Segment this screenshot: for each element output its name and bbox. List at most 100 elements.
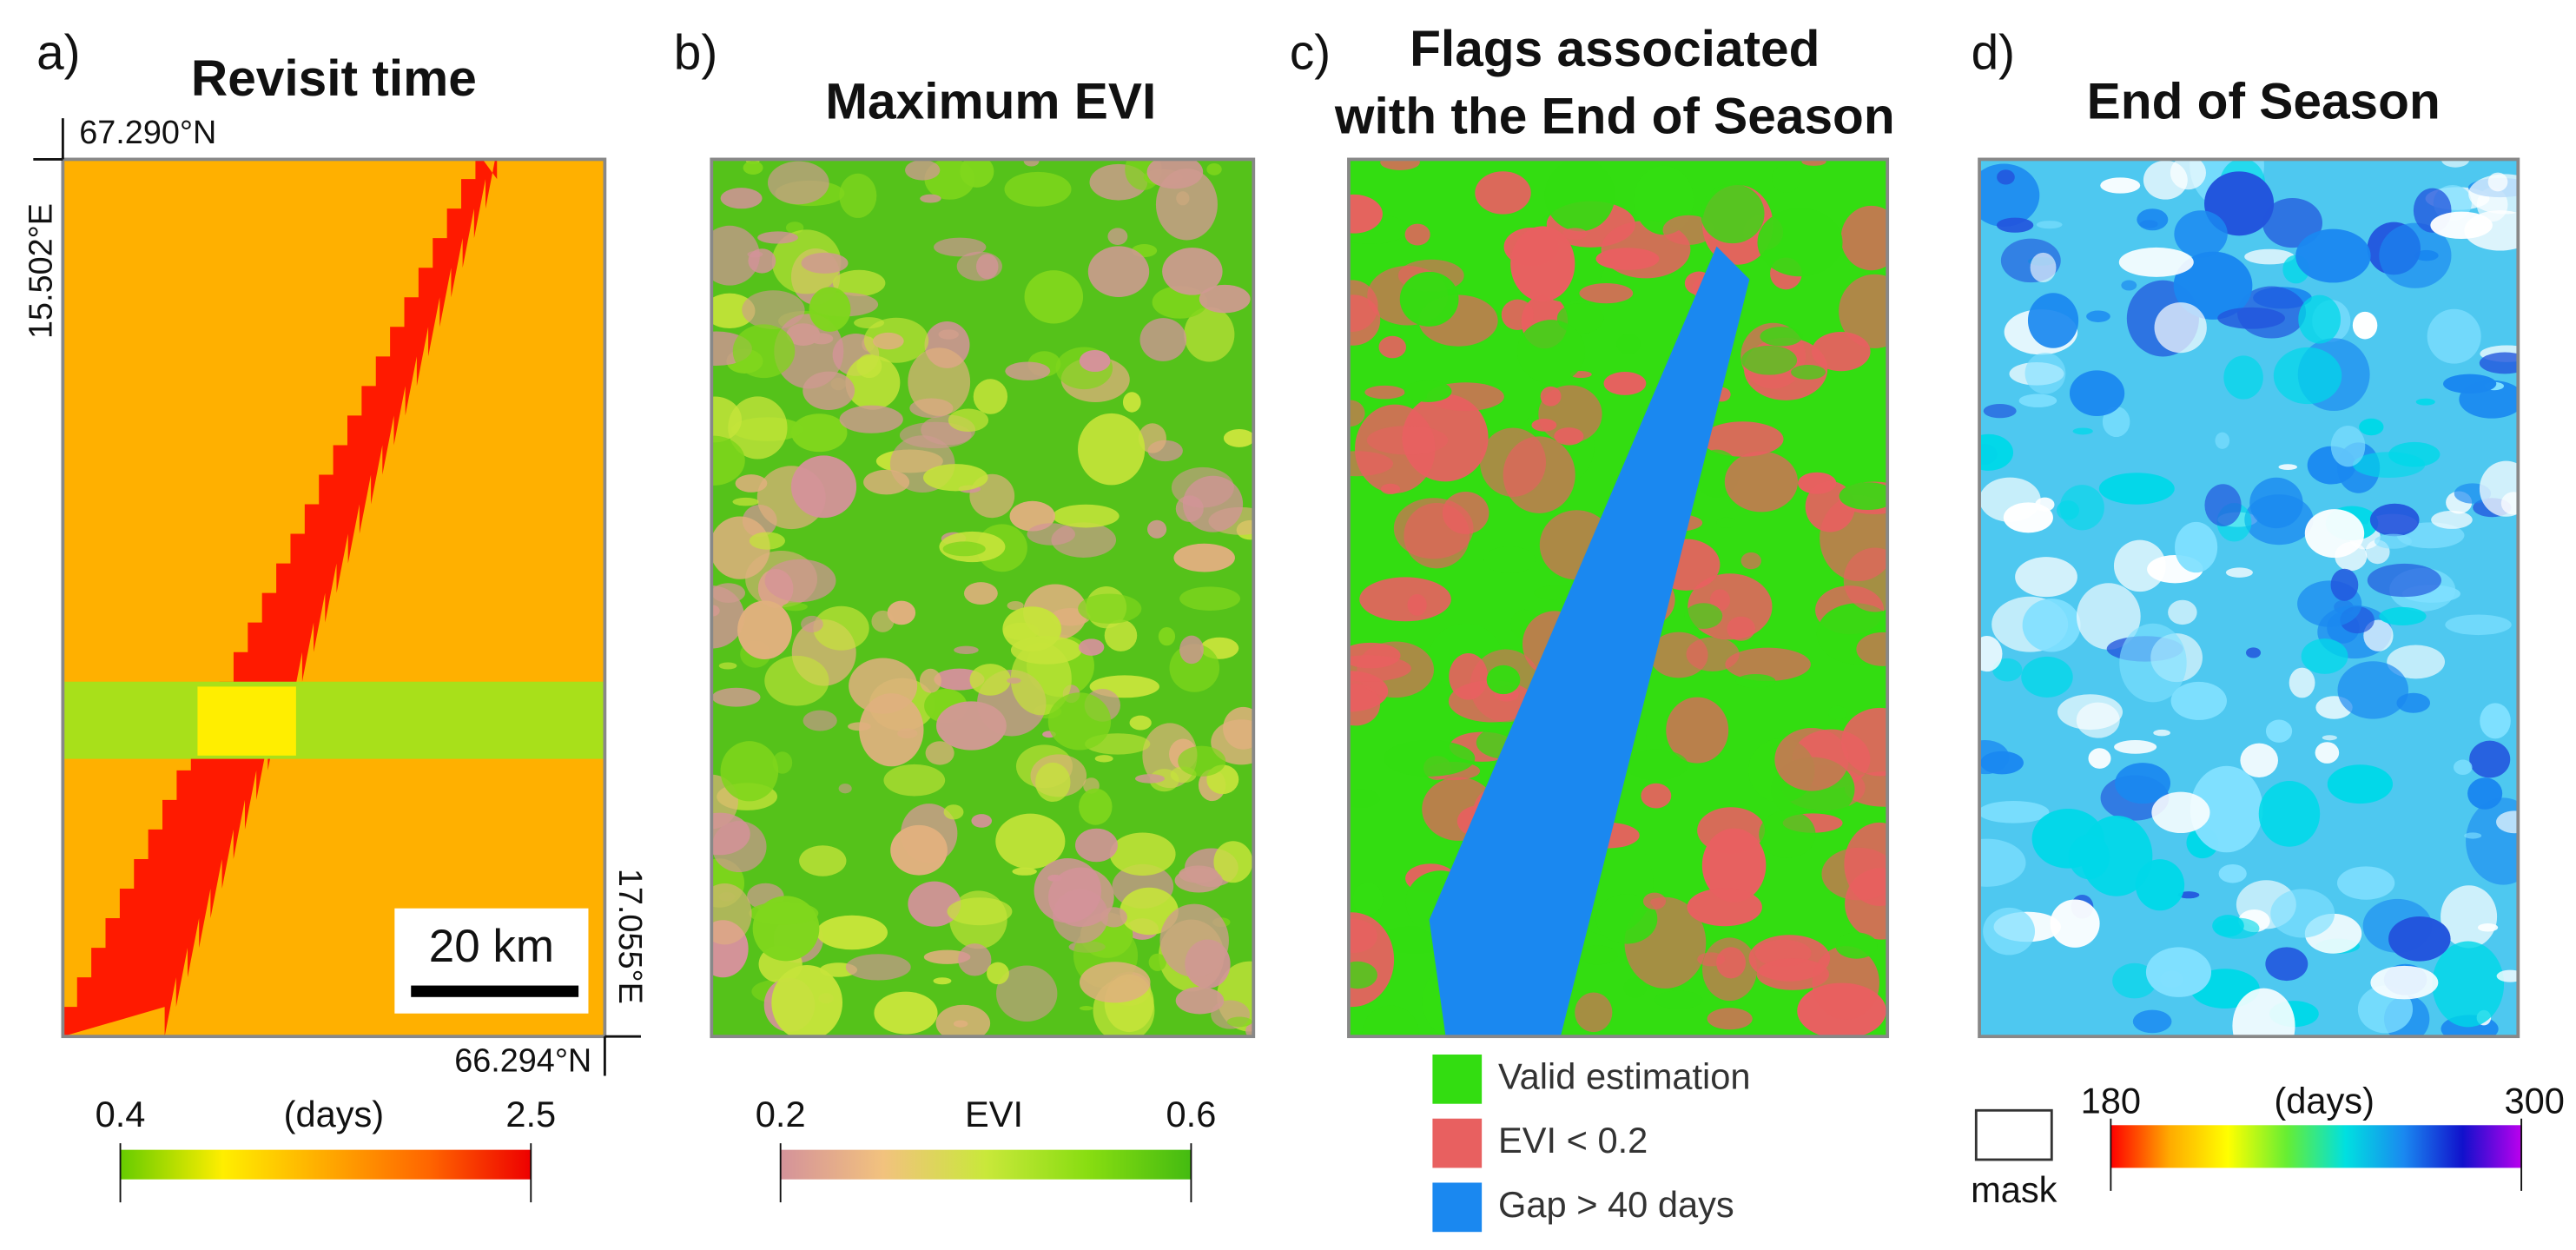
texture	[1120, 887, 1179, 936]
texture	[1364, 385, 1405, 400]
colorbar-label: 180	[2081, 1081, 2141, 1121]
texture	[1595, 894, 1658, 944]
texture	[1740, 552, 1761, 570]
texture	[1399, 271, 1459, 327]
texture	[711, 687, 761, 707]
texture	[2441, 885, 2498, 949]
texture	[1078, 413, 1146, 486]
texture	[1199, 284, 1251, 314]
texture	[995, 813, 1066, 870]
texture	[1348, 400, 1365, 427]
texture	[953, 1020, 968, 1028]
texture	[1654, 990, 1703, 1009]
legend-swatch	[1432, 1118, 1483, 1168]
texture	[2021, 656, 2073, 698]
texture	[973, 379, 1008, 414]
texture	[720, 741, 779, 802]
texture	[1666, 697, 1729, 764]
texture	[2468, 174, 2519, 215]
texture	[1184, 307, 1235, 362]
texture	[2387, 645, 2446, 679]
texture	[2245, 647, 2262, 658]
colorbar-unit: EVI	[965, 1094, 1023, 1134]
texture	[2244, 248, 2295, 265]
texture	[767, 161, 829, 205]
texture	[874, 991, 938, 1035]
texture	[1407, 593, 1427, 616]
texture	[2145, 947, 2212, 997]
texture	[2036, 221, 2063, 229]
texture	[1178, 745, 1226, 777]
texture	[2113, 539, 2166, 592]
texture	[1624, 749, 1688, 781]
texture	[890, 824, 948, 876]
colorbar-unit: (days)	[284, 1094, 385, 1134]
texture	[1741, 345, 1798, 375]
texture	[1701, 421, 1784, 457]
scale-bar-label: 20 km	[429, 921, 554, 972]
texture	[1687, 888, 1762, 927]
texture	[1179, 586, 1240, 611]
texture	[1486, 665, 1521, 695]
texture	[2086, 310, 2110, 322]
texture	[2500, 492, 2519, 515]
texture	[1996, 217, 2034, 233]
texture	[2068, 834, 2110, 880]
texture	[1724, 451, 1799, 513]
swath	[63, 159, 498, 1037]
colorbar	[2110, 1125, 2522, 1168]
texture	[1554, 427, 1584, 446]
texture	[2466, 797, 2519, 885]
texture	[2445, 614, 2512, 636]
texture	[1079, 962, 1151, 1003]
texture	[2190, 765, 2263, 853]
texture	[1544, 159, 1615, 232]
map-frame	[1347, 157, 1890, 1039]
texture	[883, 764, 946, 797]
texture	[1007, 600, 1024, 611]
texture	[1841, 707, 1888, 777]
texture	[1138, 423, 1166, 453]
texture	[803, 710, 837, 731]
texture	[2154, 302, 2207, 354]
texture	[2352, 311, 2378, 340]
texture	[2121, 280, 2137, 291]
texture	[1821, 847, 1888, 901]
texture	[872, 332, 904, 350]
texture	[2098, 473, 2175, 505]
texture	[2479, 352, 2519, 374]
texture	[2367, 563, 2442, 598]
corner-tick	[603, 1035, 641, 1076]
texture	[2024, 352, 2066, 394]
texture	[1094, 755, 1113, 763]
texture	[1725, 647, 1811, 681]
texture	[1034, 858, 1102, 923]
panel-title: Revisit time	[191, 50, 477, 107]
texture	[1772, 164, 1800, 193]
texture	[790, 413, 848, 453]
texture	[2100, 177, 2141, 194]
texture	[2170, 681, 2227, 720]
texture	[971, 814, 993, 828]
texture	[1760, 327, 1803, 347]
colorbar-label: 2.5	[505, 1094, 556, 1134]
texture	[958, 943, 992, 976]
texture	[1380, 159, 1420, 170]
texture	[1352, 883, 1384, 916]
texture	[1839, 482, 1888, 511]
texture	[1540, 386, 1562, 407]
texture	[711, 435, 745, 486]
texture	[742, 290, 805, 329]
texture	[1707, 1008, 1753, 1030]
texture	[1079, 788, 1113, 825]
texture	[987, 962, 1009, 985]
texture	[1087, 246, 1150, 298]
texture	[2432, 941, 2505, 1028]
texture	[1812, 946, 1879, 1020]
texture	[2427, 308, 2481, 364]
texture	[1727, 616, 1755, 641]
texture	[948, 408, 989, 433]
texture	[2003, 502, 2053, 533]
